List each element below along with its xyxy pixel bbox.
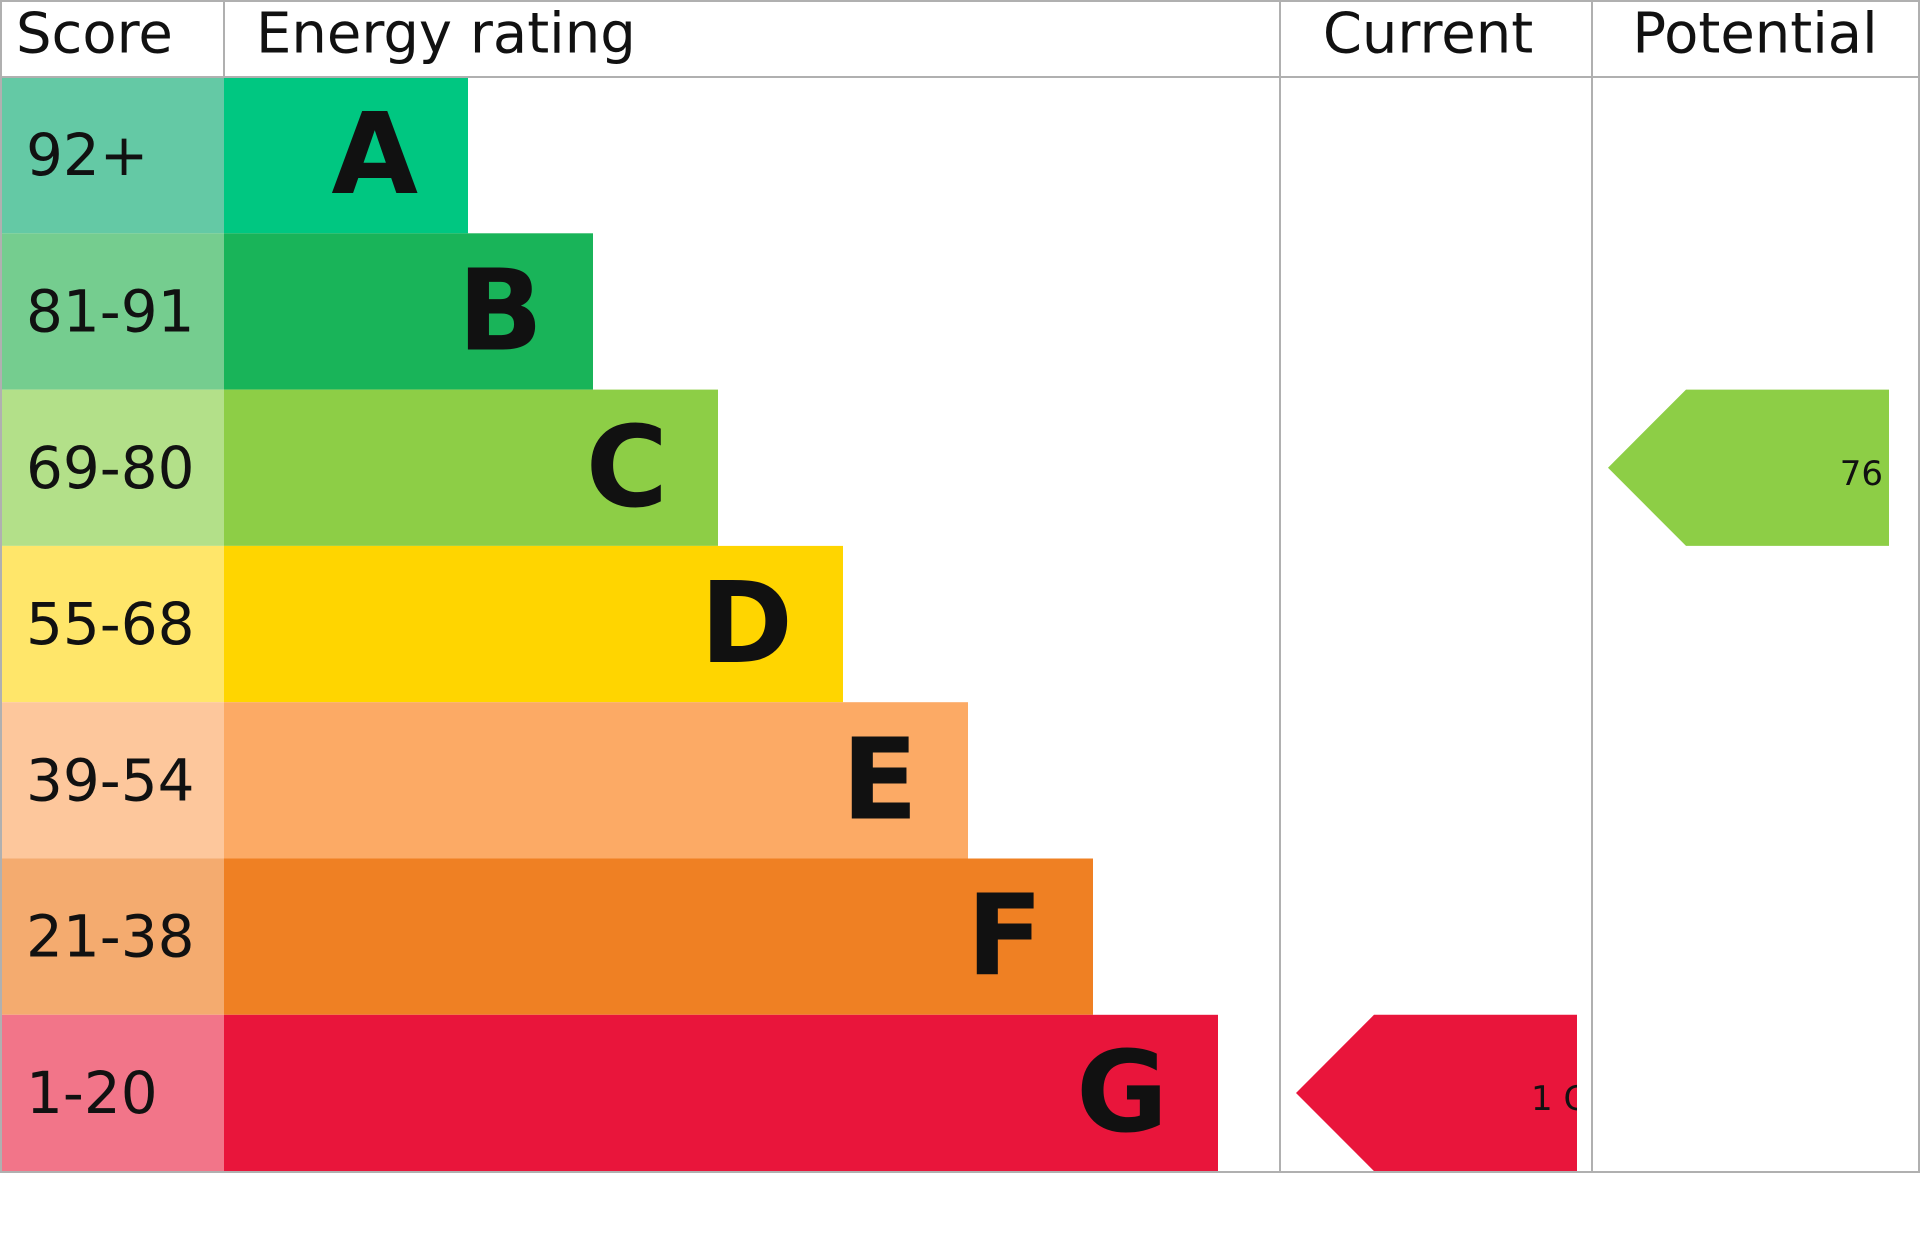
current-label: 1 G xyxy=(1531,1079,1590,1119)
band-letter: A xyxy=(331,90,418,220)
bands: 92+ A 81-91 B 69-80 C 55-68 D 39-54 E 21-38 F 1-20 G xyxy=(0,77,1218,1172)
current-arrow xyxy=(1296,1014,1577,1172)
header-potential: Potential xyxy=(1632,2,1877,67)
score-cell xyxy=(0,702,224,859)
score-cell xyxy=(0,545,224,703)
band-letter: G xyxy=(1076,1028,1168,1158)
rating-bar xyxy=(224,389,718,546)
header-rating: Energy rating xyxy=(256,2,636,67)
score-cell xyxy=(0,389,224,546)
score-cell xyxy=(0,1014,224,1172)
score-label: 92+ xyxy=(26,121,148,189)
potential-arrow xyxy=(1608,389,1889,546)
band-letter: C xyxy=(586,403,668,533)
rating-bar xyxy=(224,1014,1218,1172)
grid xyxy=(0,0,1920,1173)
border xyxy=(0,0,1920,1173)
score-label: 21-38 xyxy=(26,903,195,971)
score-label: 39-54 xyxy=(26,746,195,814)
potential-label: 76 xyxy=(1840,454,1883,494)
band-letter: D xyxy=(700,559,793,689)
band-letter: E xyxy=(841,715,918,845)
rating-bar xyxy=(224,233,593,390)
score-label: 81-91 xyxy=(26,277,195,345)
band-letter: F xyxy=(966,872,1043,1002)
score-label: 69-80 xyxy=(26,434,195,502)
rating-bar xyxy=(224,77,468,234)
rating-bar xyxy=(224,702,968,859)
rating-bar xyxy=(224,858,1093,1015)
score-label: 1-20 xyxy=(26,1059,158,1127)
score-cell xyxy=(0,77,224,234)
header-current: Current xyxy=(1323,2,1533,67)
band-letter: B xyxy=(458,246,543,376)
header-score: Score xyxy=(16,2,173,67)
arrows: 1 G 76 xyxy=(1296,389,1889,1172)
rating-bar xyxy=(224,545,843,703)
score-label: 55-68 xyxy=(26,590,195,658)
score-cell xyxy=(0,858,224,1015)
score-cell xyxy=(0,233,224,390)
